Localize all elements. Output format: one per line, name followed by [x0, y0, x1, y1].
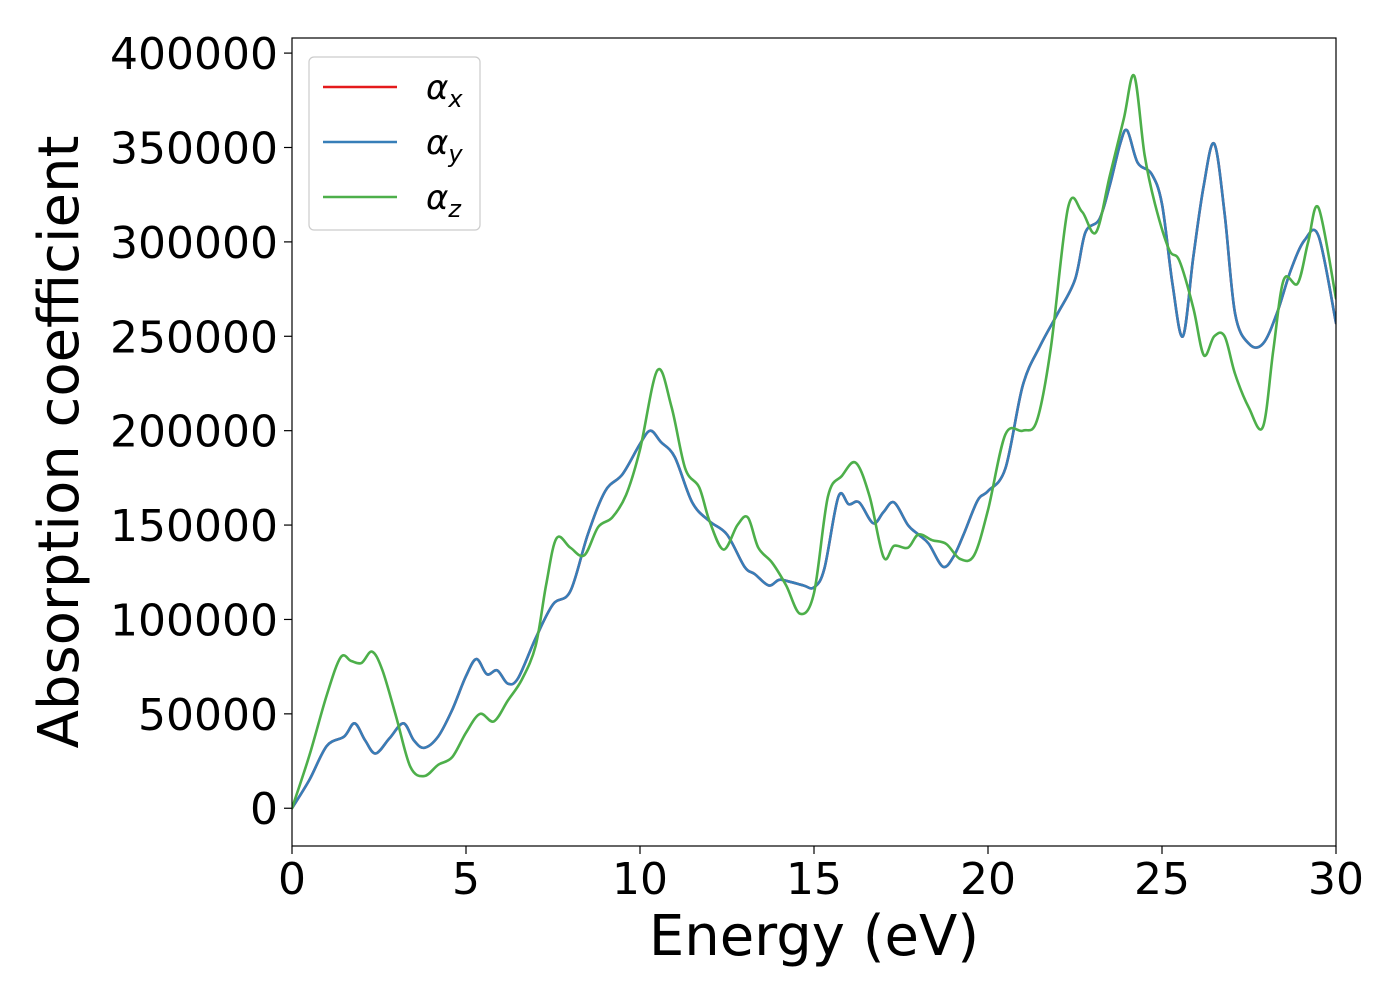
legend-label-subscript: y [447, 140, 463, 168]
x-tick-label: 5 [452, 854, 480, 905]
legend-label-base: α [426, 68, 448, 108]
y-tick-label: 150000 [110, 501, 278, 552]
legend-label: αz [426, 178, 462, 223]
legend-box [308, 56, 481, 231]
y-tick-label: 200000 [110, 407, 278, 458]
axis-ticks: 0 5 10 15 20 25 30 0 50000 100000 150000 200000 2500… [110, 29, 1364, 905]
series-line-z [292, 73, 1336, 810]
y-tick-label: 0 [250, 784, 278, 835]
x-axis-label: Energy (eV) [649, 904, 979, 969]
legend-label: αx [426, 68, 463, 113]
x-tick-label: 0 [278, 854, 306, 905]
series-line-y [292, 128, 1336, 810]
y-tick-label: 250000 [110, 312, 278, 363]
legend-label-base: α [426, 178, 448, 218]
x-tick-label: 25 [1134, 854, 1190, 905]
series-lines [292, 73, 1336, 810]
y-tick-label: 100000 [110, 595, 278, 646]
legend-label-base: α [426, 123, 448, 163]
y-tick-label: 350000 [110, 123, 278, 174]
y-tick-label: 300000 [110, 218, 278, 269]
plot-frame [291, 37, 1337, 847]
x-tick-label: 30 [1308, 854, 1364, 905]
x-tick-label: 15 [786, 854, 842, 905]
y-axis-label: Absorption coefficient [27, 136, 92, 749]
y-tick-label: 50000 [138, 690, 278, 741]
y-tick-label: 400000 [110, 29, 278, 80]
x-tick-label: 20 [960, 854, 1016, 905]
x-tick-label: 10 [612, 854, 668, 905]
legend-label-subscript: x [447, 85, 463, 113]
legend-label: αy [426, 123, 463, 168]
legend-label-subscript: z [447, 195, 462, 223]
